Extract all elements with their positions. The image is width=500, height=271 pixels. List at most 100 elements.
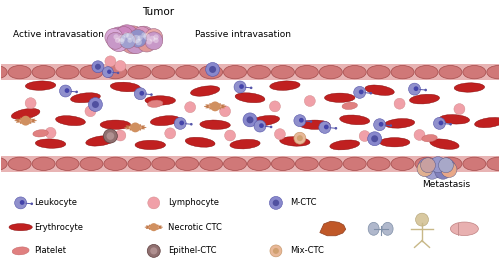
Ellipse shape	[380, 138, 410, 147]
Ellipse shape	[125, 32, 147, 54]
Ellipse shape	[102, 67, 114, 78]
Ellipse shape	[25, 98, 36, 109]
Ellipse shape	[128, 157, 151, 170]
Text: Active intravasation: Active intravasation	[13, 30, 104, 39]
Ellipse shape	[12, 247, 29, 255]
Ellipse shape	[450, 222, 478, 235]
Ellipse shape	[422, 135, 437, 142]
Ellipse shape	[304, 95, 316, 107]
Ellipse shape	[154, 38, 158, 43]
Text: Erythrocyte: Erythrocyte	[34, 223, 84, 232]
Ellipse shape	[410, 94, 440, 104]
Ellipse shape	[12, 108, 40, 120]
Ellipse shape	[439, 157, 462, 170]
Ellipse shape	[154, 34, 158, 40]
Ellipse shape	[430, 139, 459, 149]
Ellipse shape	[414, 86, 418, 91]
Ellipse shape	[246, 116, 254, 123]
Ellipse shape	[107, 27, 131, 51]
Polygon shape	[145, 225, 162, 230]
Ellipse shape	[359, 131, 370, 141]
Ellipse shape	[487, 66, 500, 79]
Ellipse shape	[273, 248, 279, 254]
Ellipse shape	[115, 130, 126, 141]
Ellipse shape	[415, 157, 438, 170]
Ellipse shape	[254, 120, 266, 132]
Ellipse shape	[320, 157, 342, 170]
Ellipse shape	[371, 135, 378, 142]
Ellipse shape	[391, 157, 414, 170]
FancyBboxPatch shape	[0, 80, 500, 156]
Ellipse shape	[438, 158, 454, 173]
Ellipse shape	[30, 202, 33, 205]
Ellipse shape	[224, 130, 235, 141]
Ellipse shape	[129, 29, 147, 47]
Ellipse shape	[200, 120, 230, 130]
Ellipse shape	[138, 35, 142, 41]
Ellipse shape	[206, 63, 220, 76]
Ellipse shape	[128, 66, 151, 79]
Ellipse shape	[114, 34, 119, 40]
Ellipse shape	[20, 200, 24, 205]
Ellipse shape	[270, 245, 282, 257]
Ellipse shape	[115, 60, 126, 72]
Text: Mix-CTC: Mix-CTC	[290, 246, 324, 255]
Ellipse shape	[324, 93, 355, 102]
Ellipse shape	[124, 32, 129, 38]
Ellipse shape	[487, 157, 500, 170]
Ellipse shape	[145, 28, 162, 47]
Ellipse shape	[85, 106, 96, 117]
Ellipse shape	[424, 162, 440, 179]
Ellipse shape	[164, 128, 175, 139]
Ellipse shape	[300, 120, 330, 129]
Ellipse shape	[296, 157, 318, 170]
Ellipse shape	[92, 101, 99, 108]
Ellipse shape	[0, 66, 7, 79]
Ellipse shape	[148, 100, 163, 107]
Ellipse shape	[417, 161, 433, 177]
Ellipse shape	[64, 88, 70, 93]
Ellipse shape	[342, 102, 357, 109]
Text: M-CTC: M-CTC	[290, 198, 316, 207]
Ellipse shape	[294, 115, 306, 127]
Ellipse shape	[117, 72, 119, 74]
Ellipse shape	[370, 92, 372, 95]
Ellipse shape	[441, 162, 457, 178]
Ellipse shape	[32, 157, 55, 170]
Ellipse shape	[319, 121, 331, 133]
Ellipse shape	[135, 140, 166, 150]
FancyBboxPatch shape	[0, 156, 500, 172]
Ellipse shape	[104, 157, 127, 170]
Ellipse shape	[250, 115, 280, 126]
Text: Epithel-CTC: Epithel-CTC	[168, 246, 216, 255]
Ellipse shape	[299, 118, 304, 122]
Ellipse shape	[359, 89, 364, 94]
Ellipse shape	[390, 124, 392, 127]
Ellipse shape	[248, 66, 270, 79]
Ellipse shape	[130, 122, 140, 132]
Ellipse shape	[297, 135, 303, 141]
Text: Metastasis: Metastasis	[422, 180, 470, 189]
Ellipse shape	[220, 106, 230, 117]
Ellipse shape	[105, 28, 123, 46]
Ellipse shape	[115, 27, 133, 44]
Ellipse shape	[118, 38, 124, 44]
Ellipse shape	[354, 86, 366, 98]
Ellipse shape	[145, 96, 176, 105]
Text: Tumor: Tumor	[142, 7, 174, 17]
Ellipse shape	[95, 64, 101, 70]
Ellipse shape	[174, 117, 186, 129]
Ellipse shape	[8, 157, 31, 170]
Ellipse shape	[26, 81, 56, 90]
Ellipse shape	[280, 137, 310, 146]
Ellipse shape	[368, 132, 382, 146]
Ellipse shape	[408, 83, 420, 95]
Ellipse shape	[105, 56, 116, 67]
Ellipse shape	[414, 130, 425, 140]
Ellipse shape	[32, 66, 55, 79]
Ellipse shape	[88, 98, 102, 111]
Ellipse shape	[33, 130, 48, 137]
Polygon shape	[320, 221, 345, 236]
Ellipse shape	[259, 123, 264, 128]
Ellipse shape	[133, 27, 151, 44]
